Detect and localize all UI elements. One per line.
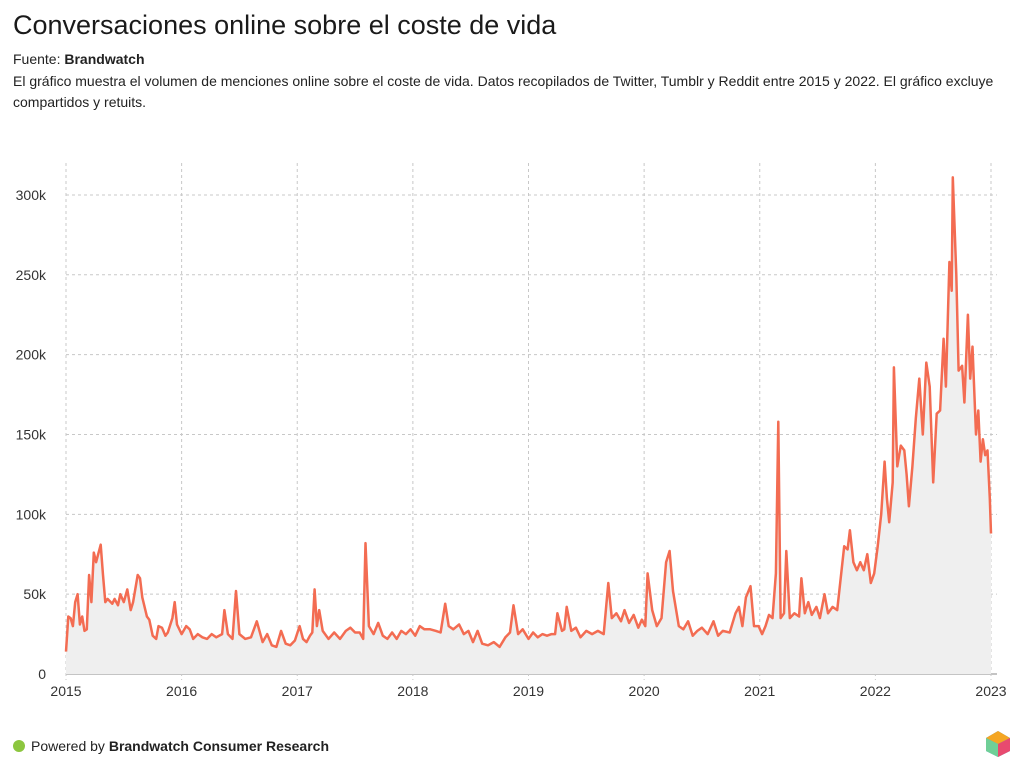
y-tick-label: 200k xyxy=(16,347,47,363)
y-tick-label: 150k xyxy=(16,426,47,442)
x-tick-label: 2017 xyxy=(282,683,313,699)
header: Conversaciones online sobre el coste de … xyxy=(13,10,1013,113)
footer: Powered by Brandwatch Consumer Research xyxy=(13,738,329,754)
description: El gráfico muestra el volumen de mencion… xyxy=(13,73,994,110)
y-tick-label: 100k xyxy=(16,506,47,522)
x-tick-label: 2022 xyxy=(860,683,891,699)
line xyxy=(64,176,993,652)
area-fill xyxy=(66,177,991,674)
y-tick-label: 300k xyxy=(16,187,47,203)
x-tick-label: 2015 xyxy=(50,683,81,699)
footer-dot xyxy=(13,740,25,752)
y-tick-label: 50k xyxy=(23,586,47,602)
x-tick-label: 2021 xyxy=(744,683,775,699)
x-tick-label: 2016 xyxy=(166,683,197,699)
chart-title: Conversaciones online sobre el coste de … xyxy=(13,10,557,40)
y-tick-label: 250k xyxy=(16,267,47,283)
footer-brand: Brandwatch Consumer Research xyxy=(108,738,330,754)
x-tick-label: 2023 xyxy=(975,683,1006,699)
source: Fuente: Brandwatch xyxy=(13,51,1013,67)
source-label: Fuente: xyxy=(13,51,61,67)
source-name: Brandwatch xyxy=(64,51,145,67)
logo xyxy=(986,731,1010,757)
footer-label: Powered by xyxy=(31,738,105,754)
x-tick-label: 2019 xyxy=(513,683,544,699)
x-tick-label: 2020 xyxy=(629,683,660,699)
y-tick-label: 0 xyxy=(38,666,46,682)
x-tick-label: 2018 xyxy=(397,683,428,699)
